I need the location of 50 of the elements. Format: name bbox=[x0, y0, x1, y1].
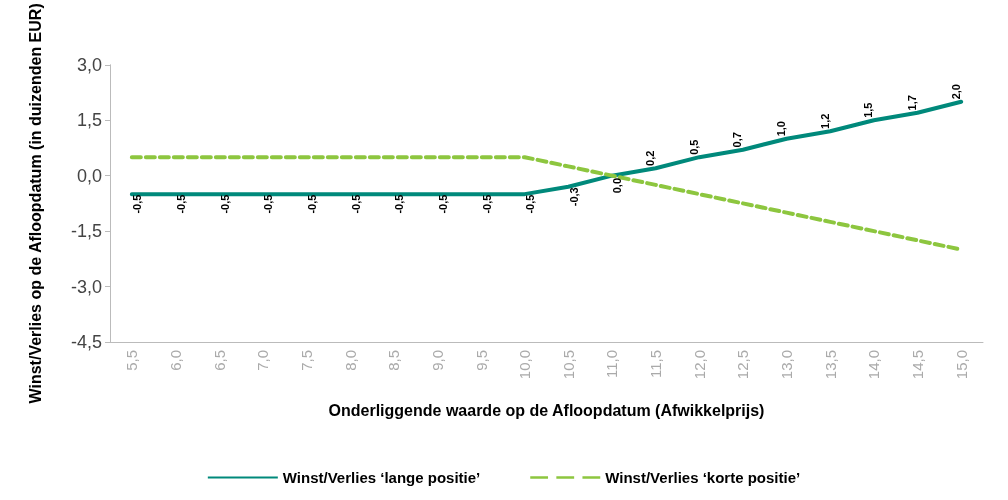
x-tick-label: 14,0 bbox=[865, 350, 883, 380]
legend-label: Winst/Verlies ‘korte positie’ bbox=[605, 469, 801, 486]
data-label: 1,5 bbox=[862, 102, 875, 118]
x-tick-label: 13,0 bbox=[778, 350, 796, 380]
x-tick-label: 6,0 bbox=[166, 350, 184, 371]
data-label: -0,5 bbox=[262, 194, 275, 214]
data-label: 2,0 bbox=[949, 84, 962, 100]
x-tick-label: 11,5 bbox=[647, 350, 665, 379]
data-label: 1,2 bbox=[818, 113, 831, 129]
x-tick-label: 7,0 bbox=[254, 350, 272, 371]
x-tick-label: 8,0 bbox=[341, 350, 359, 371]
legend-label: Winst/Verlies ‘lange positie’ bbox=[282, 469, 481, 486]
x-tick-label: 5,5 bbox=[123, 350, 141, 371]
x-tick-label: 11,0 bbox=[603, 350, 621, 379]
data-label: 1,0 bbox=[775, 121, 788, 137]
data-label: -0,5 bbox=[524, 194, 537, 214]
x-tick-label: 15,0 bbox=[952, 350, 970, 380]
x-axis-title: Onderliggende waarde op de Afloopdatum (Afwikkelprijs) bbox=[328, 401, 765, 419]
x-tick-label: 12,0 bbox=[690, 350, 708, 380]
x-tick-label: 12,5 bbox=[734, 350, 752, 380]
x-tick-label: 13,5 bbox=[821, 350, 839, 380]
data-label: -0,5 bbox=[174, 194, 187, 214]
data-label: -0,5 bbox=[305, 194, 318, 214]
x-tick-label: 9,0 bbox=[428, 350, 446, 371]
data-label: -0,3 bbox=[567, 187, 580, 207]
y-tick-label: 1,5 bbox=[76, 110, 102, 131]
data-label: 0,2 bbox=[644, 150, 657, 166]
data-label: -0,5 bbox=[393, 194, 406, 214]
x-tick-label: 9,5 bbox=[472, 350, 490, 371]
data-label: -0,5 bbox=[480, 194, 493, 214]
x-tick-label: 14,5 bbox=[909, 350, 927, 380]
data-label: 0,7 bbox=[731, 132, 744, 148]
x-tick-label: 10,0 bbox=[516, 350, 534, 380]
x-tick-label: 6,5 bbox=[210, 350, 228, 371]
data-label: -0,5 bbox=[349, 194, 362, 214]
data-label: 0,0 bbox=[611, 178, 624, 194]
data-label: 1,7 bbox=[906, 95, 919, 111]
y-tick-label: -4,5 bbox=[70, 332, 102, 352]
y-tick-label: -1,5 bbox=[70, 221, 102, 242]
data-label: 0,5 bbox=[687, 139, 700, 155]
y-axis-title: Winst/Verlies op de Afloopdatum (in duizenden EUR) bbox=[26, 3, 44, 404]
data-label: -0,5 bbox=[218, 194, 231, 214]
y-tick-label: -3,0 bbox=[70, 276, 102, 297]
x-tick-label: 10,5 bbox=[559, 350, 577, 380]
y-tick-label: 3,0 bbox=[76, 54, 102, 75]
data-label: -0,5 bbox=[436, 194, 449, 214]
x-tick-label: 8,5 bbox=[385, 350, 403, 371]
x-tick-label: 7,5 bbox=[297, 350, 315, 371]
data-label: -0,5 bbox=[131, 194, 144, 214]
y-tick-label: 0,0 bbox=[76, 165, 102, 186]
